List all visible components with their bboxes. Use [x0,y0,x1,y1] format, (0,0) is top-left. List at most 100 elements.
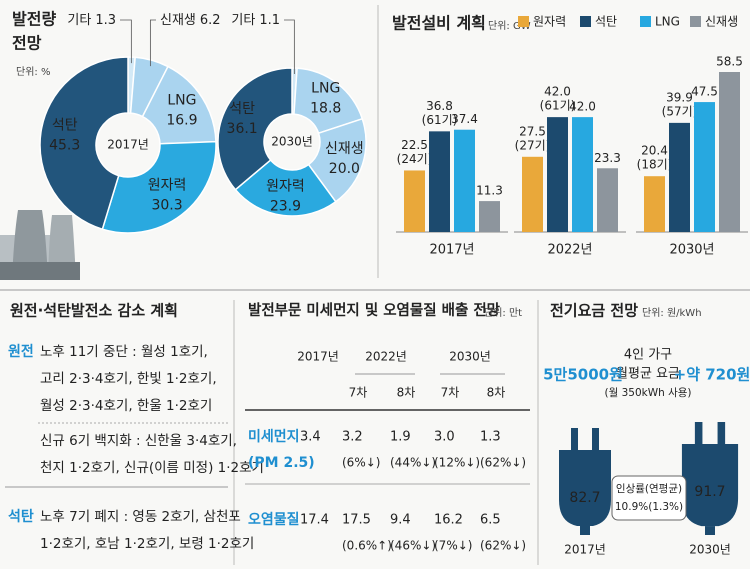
x-tick-label: 2017년 [429,243,474,258]
row-label: (PM 2.5) [248,455,315,471]
section-unit: 단위: 만t [484,306,522,319]
slice-name: LNG [311,81,340,97]
cell: 3.0 [434,430,455,445]
section-title: 원전·석탄발전소 감소 계획 [10,302,178,320]
bar [522,156,543,232]
slice-value: 6.2 [200,13,221,28]
pie-slice [234,158,337,217]
bar [694,102,715,232]
x-tick-label: 2030년 [669,243,714,258]
rate-box [611,475,687,521]
legend-label: 신재생 [705,15,738,29]
cell: (46%↓) [390,539,436,553]
plant-photo [0,210,80,280]
cell: 1.9 [390,430,411,445]
data-label: 23.3 [594,151,621,165]
data-label-unit: (18기) [637,158,673,172]
group-label: 원전 [8,343,34,360]
pie-slice [217,67,293,191]
data-label: 20.4 [641,144,668,158]
data-label: 42.0 [569,100,596,114]
plug-value: 82.7 [569,490,600,506]
cell: 3.4 [300,430,321,445]
bar [404,170,425,232]
legend-swatch [640,16,651,27]
household-line: 4인 가구 [624,348,672,363]
legend-label: 원자력 [533,15,566,29]
plug-prong [571,428,578,450]
bar [719,72,740,232]
plan-header: 8차 [487,386,506,400]
leader-line [120,19,132,64]
slice-name: 신재생 [160,13,196,28]
data-label: 47.5 [691,85,718,99]
bar [547,117,568,232]
data-label-unit: (61기) [540,99,576,113]
current-fee: 5만5000원 [543,366,623,384]
slice-value: 23.9 [270,199,301,215]
slice-label: 기타 1.3 [67,13,116,28]
plan-line: 월성 2·3·4호기, 한울 1·2호기 [40,398,212,414]
plug-prong [694,422,703,444]
year-header: 2022년 [365,350,407,364]
section-unit: 단위: 원/kWh [642,306,702,319]
data-label: 42.0 [544,85,571,99]
chart-title: 전망 [12,34,42,53]
household-line: (월 350kWh 사용) [604,387,691,399]
pie-center-label: 2030년 [271,135,313,149]
cell: 1.3 [480,430,501,445]
bar [479,201,500,232]
bar [572,117,593,232]
cell: (62%↓) [480,539,526,553]
cell: (0.6%↑) [342,539,392,553]
plug-year: 2030년 [689,543,731,557]
plug-body [681,444,739,527]
slice-value: 36.1 [227,121,258,137]
cell: (62%↓) [480,456,526,470]
data-label-unit: (61기) [422,113,458,127]
plug-cable [705,526,715,535]
cell: 6.5 [480,513,501,528]
pie-slice [101,140,217,234]
slice-value: 18.8 [310,101,341,117]
data-label: 37.4 [451,112,478,126]
data-label: 36.8 [426,99,453,113]
data-label-unit: (24기) [397,152,433,166]
plan-line: 1·2호기, 호남 1·2호기, 보령 1·2호기 [40,536,254,552]
cell: 16.2 [434,513,463,528]
slice-value: 20.0 [329,161,360,177]
x-tick-label: 2022년 [547,243,592,258]
pie-slice [307,117,367,203]
slice-name: 기타 [67,13,91,28]
fee-increase: +약 720원 [674,366,750,384]
household-line: 월평균 요금 [616,367,680,382]
data-label: 58.5 [716,55,743,69]
plan-line: 신규 6기 백지화 : 신한울 3·4호기, [40,433,237,449]
rate-value: 10.9%(1.3%) [615,501,683,513]
data-label-unit: (57기) [662,104,698,118]
bar [454,129,475,232]
legend-label: 석탄 [595,15,617,29]
data-label: 22.5 [401,138,428,152]
plug-year: 2017년 [564,543,606,557]
leader-line [149,19,156,67]
data-label-unit: (27기) [515,138,551,152]
year-header: 2030년 [449,350,491,364]
cell: (12%↓) [434,456,480,470]
plug-cable [580,526,590,535]
legend-swatch [580,16,591,27]
bar [669,122,690,232]
slice-name: 석탄 [229,101,255,117]
plug-value: 91.7 [694,484,725,500]
chart-title: 발전설비 계획 [392,14,486,33]
cell: 9.4 [390,513,411,528]
plan-header: 7차 [441,386,460,400]
legend-swatch [518,16,529,27]
slice-label: 신재생 6.2 [160,13,221,28]
slice-name: 기타 [231,13,255,28]
cell: 17.4 [300,513,329,528]
row-label: 미세먼지 [248,428,300,445]
plan-line: 고리 2·3·4호기, 한빛 1·2호기, [40,371,217,387]
bar [644,176,665,232]
